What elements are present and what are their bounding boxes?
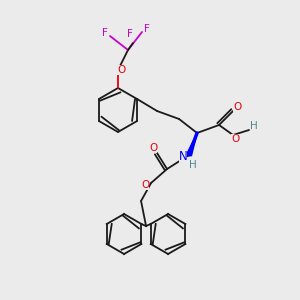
Text: O: O: [233, 102, 241, 112]
Text: H: H: [250, 121, 258, 131]
Text: H: H: [189, 160, 197, 170]
Text: O: O: [231, 134, 239, 144]
Text: O: O: [117, 65, 125, 75]
Polygon shape: [187, 133, 197, 156]
Text: F: F: [102, 28, 108, 38]
Text: O: O: [149, 143, 157, 153]
Text: F: F: [144, 24, 150, 34]
Text: N: N: [179, 151, 188, 164]
Text: O: O: [141, 180, 149, 190]
Text: F: F: [127, 29, 133, 39]
